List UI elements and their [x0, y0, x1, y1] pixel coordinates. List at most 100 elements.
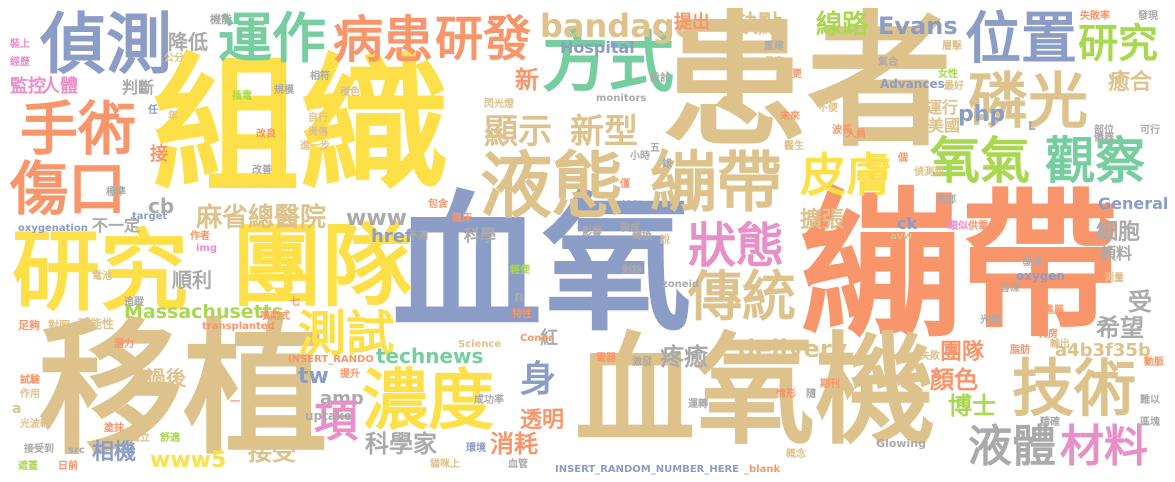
word-cloud-word: 運作	[218, 7, 326, 70]
word-cloud-word: 氧氣	[930, 132, 1030, 190]
word-cloud-word: 製成	[620, 223, 640, 234]
word-cloud-word: php	[958, 102, 1006, 127]
word-cloud-word: 試驗	[20, 375, 40, 386]
word-cloud-word: 作者	[190, 231, 210, 242]
word-cloud-word: _blank	[744, 464, 781, 475]
word-cloud-word: 測量	[1104, 273, 1124, 284]
word-cloud-word: 顏料	[1100, 244, 1133, 263]
word-cloud-word: 燙傷	[308, 127, 328, 138]
word-cloud-word: 儀器	[1094, 133, 1114, 144]
word-cloud-word: 身	[520, 359, 557, 400]
word-cloud-word: bandage	[540, 7, 697, 45]
word-cloud-word: n	[514, 289, 524, 305]
word-cloud-word: 環境	[466, 443, 486, 454]
word-cloud-word: 不適	[408, 231, 428, 242]
word-cloud-word: 皮膚	[800, 148, 892, 202]
word-cloud-word: 研究	[1078, 21, 1158, 67]
word-cloud-word: 缺氧	[622, 201, 642, 212]
word-cloud-word: 血氧	[392, 178, 693, 352]
word-cloud-word: 對照	[48, 319, 70, 332]
word-cloud-word: img	[196, 243, 218, 254]
word-cloud-word: 進展	[1044, 305, 1064, 316]
word-cloud-word: 判斷	[122, 78, 155, 97]
word-cloud-word: 監控	[10, 76, 46, 97]
word-cloud-word: 接	[150, 144, 168, 165]
word-cloud-word: 轉換	[632, 231, 652, 242]
word-cloud-word: avw	[890, 231, 913, 242]
word-cloud-word: 材料	[1060, 421, 1148, 472]
word-cloud-word: Massachusetts	[124, 301, 284, 323]
word-cloud-word: 包含	[428, 199, 448, 210]
word-cloud-word: 潛力	[114, 339, 134, 350]
word-cloud-word: amp	[320, 388, 364, 409]
word-cloud-word: 技術	[1012, 352, 1137, 425]
word-cloud-word: 不一定	[92, 216, 141, 235]
word-cloud-word: oxygenation	[18, 223, 88, 234]
word-cloud-word: 插電	[232, 91, 252, 102]
word-cloud-word: 人員	[846, 129, 866, 140]
word-cloud-word: delivery	[738, 335, 848, 363]
word-cloud-word: 電池	[92, 271, 112, 282]
word-cloud-word: 移植	[38, 306, 328, 475]
word-cloud-word: 氣合	[878, 57, 898, 68]
word-cloud-word: technews	[376, 344, 484, 368]
word-cloud-word: 液體	[968, 421, 1056, 472]
word-cloud-word: 方式	[542, 24, 674, 101]
word-cloud-word: 可行	[1140, 125, 1160, 136]
word-cloud-word: 發表	[1022, 257, 1042, 268]
word-cloud-word: 區塊	[1140, 417, 1160, 428]
word-cloud-word: INSERT_RANDOM_NUMBER_HERE	[555, 464, 740, 475]
word-cloud-word: 美國	[928, 116, 961, 135]
word-cloud-word: tw	[298, 364, 329, 389]
word-cloud-word: 繃帶	[800, 172, 1121, 359]
word-cloud-word: Hospital	[560, 38, 635, 57]
word-cloud-word: 項	[314, 396, 358, 447]
word-cloud-word: target	[132, 211, 168, 222]
word-cloud-word: 接受	[248, 438, 296, 466]
word-cloud-word: 輸出	[1050, 339, 1070, 350]
word-cloud-word: 患部	[936, 195, 956, 206]
word-cloud-word: 期刊	[820, 379, 840, 390]
word-cloud-word: 科學	[464, 226, 497, 245]
word-cloud-word: Evans	[878, 12, 958, 40]
word-cloud-word: 失敗	[920, 351, 940, 362]
word-cloud-word: 類似	[948, 221, 968, 232]
word-cloud-word: 新型	[570, 112, 638, 152]
word-cloud-word: 任	[148, 105, 158, 116]
word-cloud-word: 人體	[42, 76, 78, 97]
word-cloud-word: 塗抹	[104, 423, 124, 434]
word-cloud-word: 醫生	[784, 141, 804, 152]
word-cloud-word: 麻省總醫院	[196, 203, 327, 233]
word-cloud-word: 消耗	[490, 430, 538, 458]
word-cloud-word: 擴張	[800, 208, 845, 233]
word-cloud-word: 閃光燈	[484, 99, 514, 110]
word-cloud-word: General	[1098, 194, 1169, 213]
word-cloud-word: 噴劑式	[260, 311, 290, 322]
word-cloud-word: 發現	[1138, 11, 1158, 22]
word-cloud-word: 組織	[152, 40, 448, 212]
word-cloud-word: 重建	[764, 41, 784, 52]
word-cloud-word: 舒適	[160, 433, 180, 444]
word-cloud-word: 貓咪上	[430, 459, 460, 470]
word-cloud-word: 博士	[948, 392, 996, 420]
word-cloud-word: 研究	[12, 220, 189, 323]
word-cloud-word: 特性	[512, 309, 532, 320]
word-cloud-word: 追蹤	[124, 297, 144, 308]
word-cloud-word: uptake	[305, 409, 352, 423]
word-cloud-word: 臨床	[452, 213, 472, 224]
word-cloud-word: 個	[898, 153, 908, 164]
word-cloud-word: Advances	[880, 77, 945, 91]
word-cloud-word: monitors	[596, 93, 647, 104]
word-cloud-word: 手術	[20, 95, 137, 163]
word-cloud-word: 狀態	[688, 218, 785, 274]
word-cloud-word: 血管	[508, 459, 528, 470]
word-cloud-word: 提升	[340, 369, 360, 380]
word-cloud-word: 液態	[480, 144, 625, 228]
word-cloud-word: 輕便	[510, 265, 530, 276]
word-cloud-word: www5	[150, 448, 227, 473]
word-cloud-word: 七	[290, 297, 300, 308]
word-cloud-word: 過後	[146, 366, 186, 390]
word-cloud-word: 未來	[780, 111, 800, 122]
word-cloud-word: 年	[168, 111, 178, 122]
word-cloud-word: 經歷	[10, 57, 30, 68]
